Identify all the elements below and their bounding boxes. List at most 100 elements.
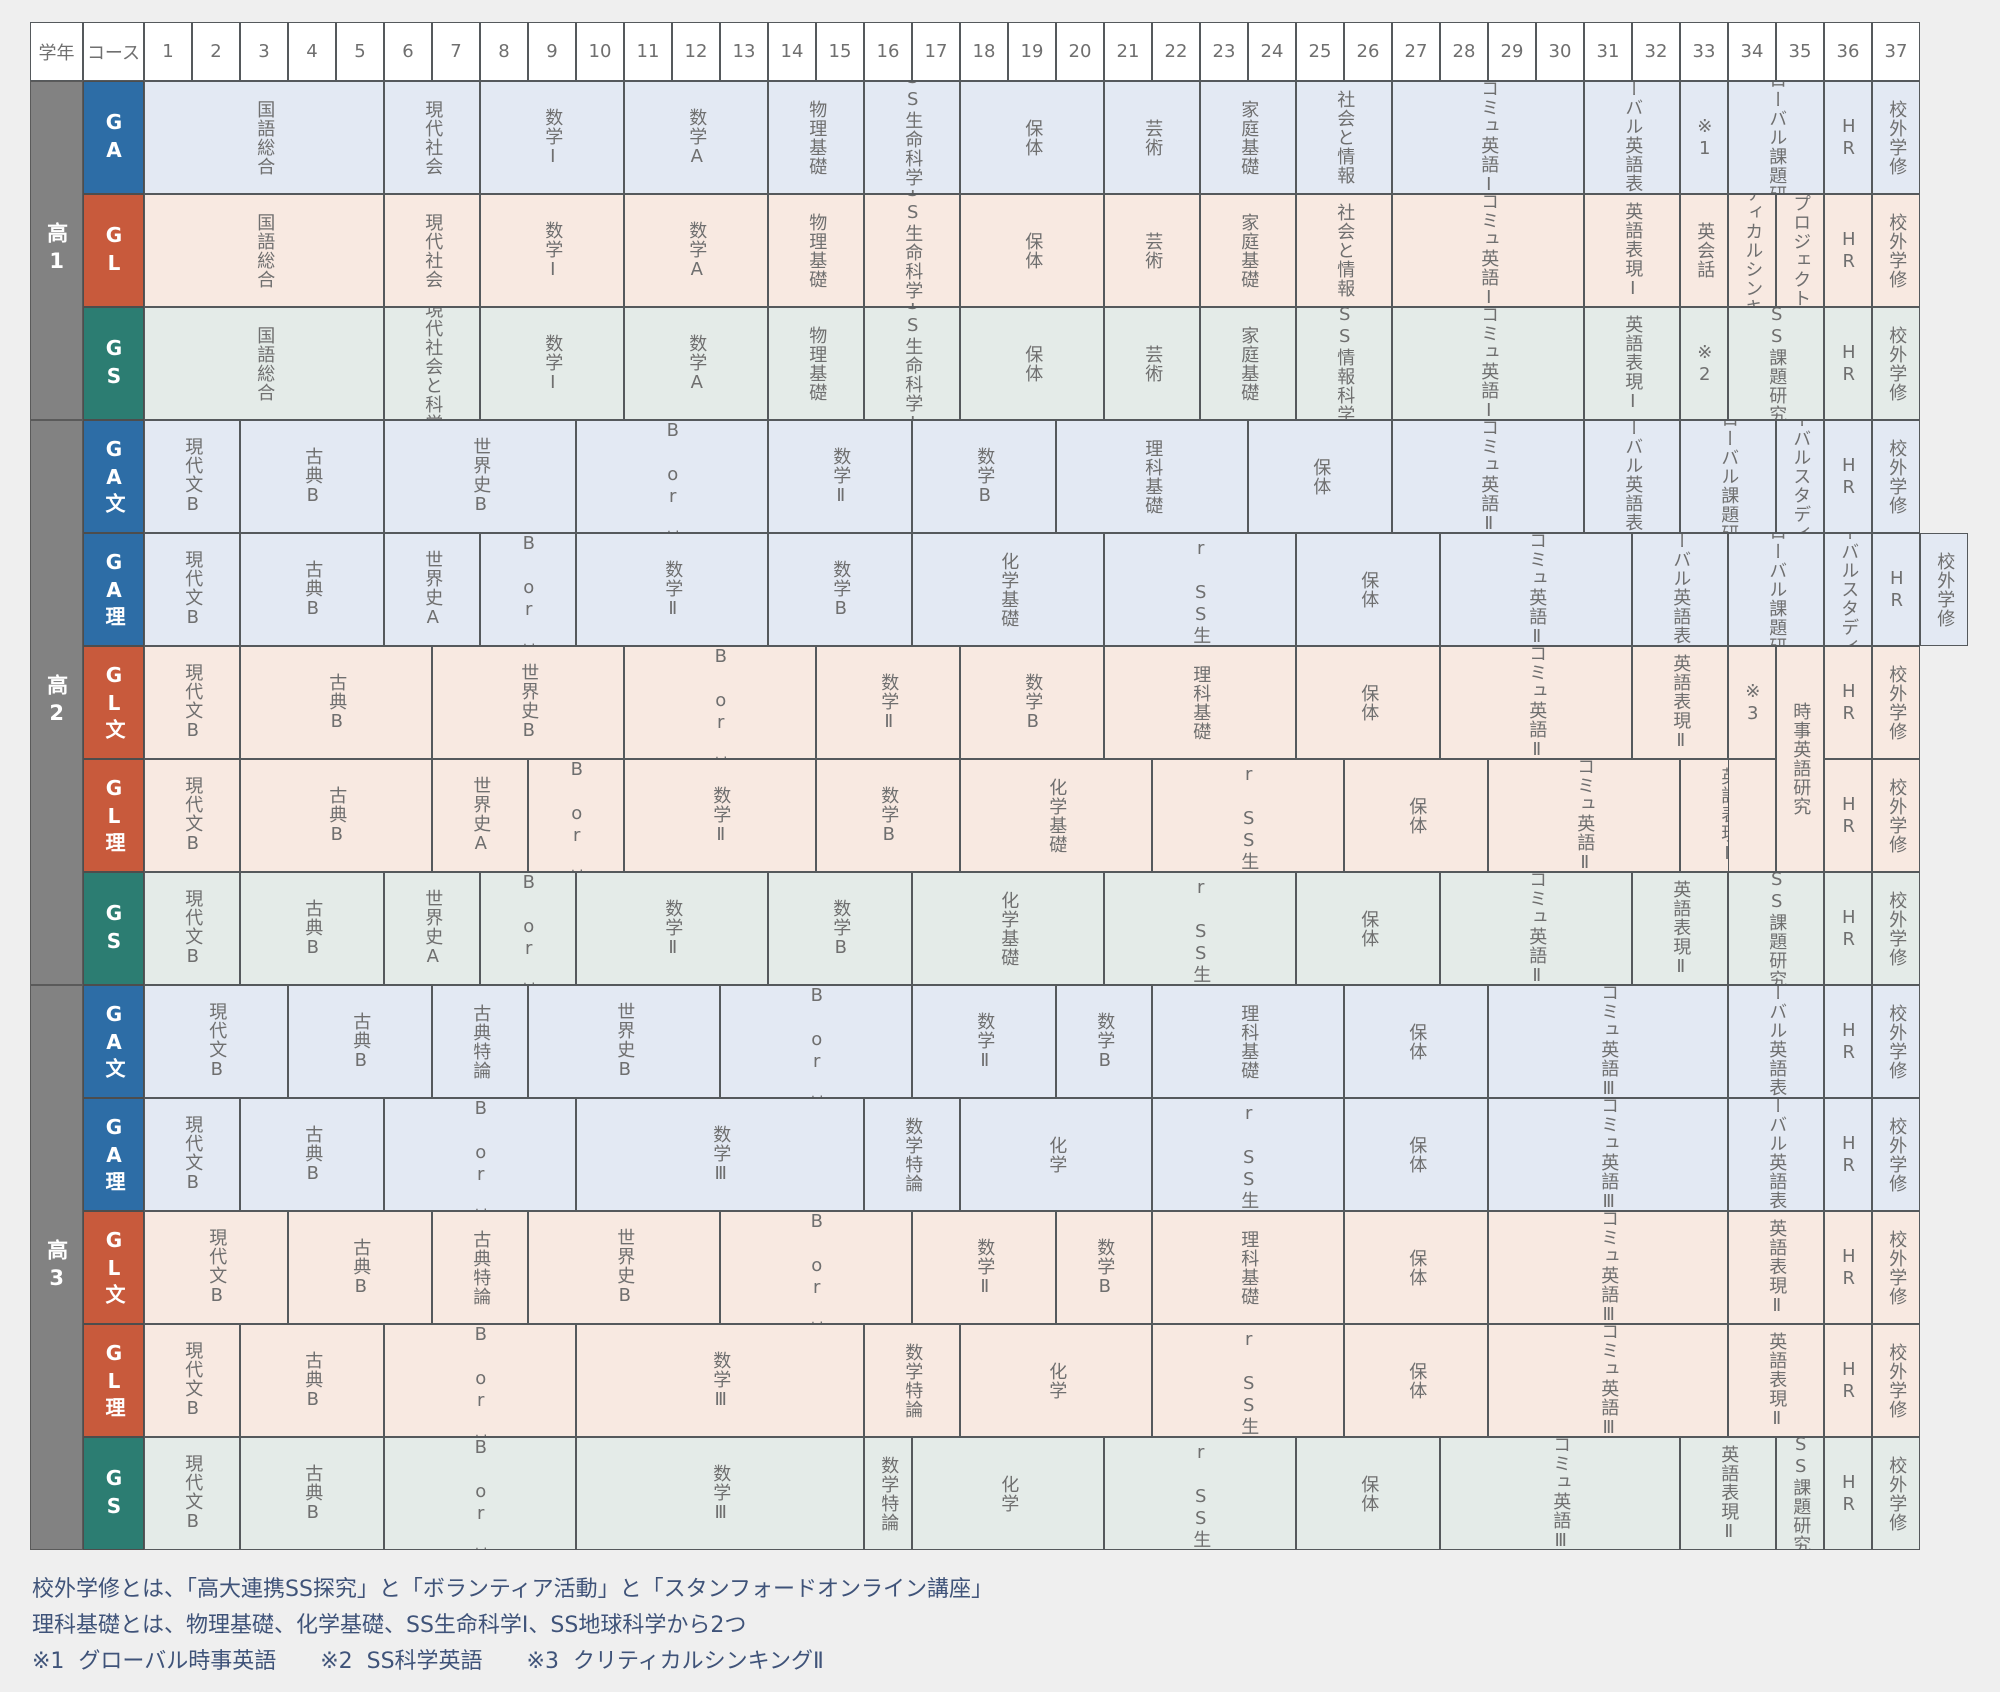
- subject-name: 現代社会: [422, 99, 444, 176]
- subject-name: クリティカルシンキング: [1742, 194, 1764, 307]
- subject-cell: 数学Ⅱ: [768, 420, 912, 533]
- subject-cell: 校外学修: [1872, 307, 1920, 420]
- subject-name: 数学Ⅱ: [974, 1237, 996, 1298]
- subject-name: 現代文B: [182, 550, 204, 629]
- period-number: 15: [828, 41, 852, 62]
- subject-name: 家庭基礎: [1238, 325, 1260, 402]
- period-header-21: 21: [1104, 22, 1152, 81]
- subject-cell: ※1: [1680, 81, 1728, 194]
- subject-cell: 家庭基礎: [1200, 194, 1296, 307]
- period-number: 37: [1884, 41, 1908, 62]
- subject-name: コミュ英語Ⅱ: [1574, 759, 1596, 872]
- course-badge: GL文: [83, 1211, 144, 1324]
- subject-cell: 数学B: [1056, 985, 1152, 1098]
- subject-cell: 数学Ⅱ: [816, 646, 960, 759]
- subject-cell: 理科基礎: [1104, 646, 1296, 759]
- subject-name: 英語表現Ⅱ: [1670, 879, 1692, 978]
- subject-cell: SS課題研究: [1728, 307, 1824, 420]
- period-number: 32: [1644, 41, 1668, 62]
- header-grade-cell: 学年: [30, 22, 83, 81]
- subject-name: ※1: [1694, 115, 1716, 160]
- period-number: 6: [402, 41, 414, 62]
- subject-cell: 校外学修: [1872, 1437, 1920, 1550]
- period-number: 22: [1164, 41, 1188, 62]
- course-label: GL文: [102, 662, 126, 743]
- period-header-7: 7: [432, 22, 480, 81]
- subject-cell: 社会と情報: [1296, 81, 1392, 194]
- subject-name: 保体: [1406, 1361, 1428, 1400]
- subject-name: 校外学修: [1886, 1342, 1908, 1419]
- subject-cell: 数学B: [816, 759, 960, 872]
- subject-name: ※2: [1694, 341, 1716, 386]
- subject-name: 数学Ⅱ: [878, 672, 900, 733]
- grade-label-cell: 高1: [30, 81, 83, 420]
- subject-cell: 現代文B: [144, 646, 240, 759]
- subject-name: コミュ英語Ⅰ: [1478, 307, 1500, 420]
- subject-cell: 数学Ⅱ: [912, 1211, 1056, 1324]
- subject-name: 英語表現Ⅱ: [1766, 1331, 1788, 1430]
- period-number: 28: [1452, 41, 1476, 62]
- course-badge: GA文: [83, 420, 144, 533]
- subject-cell: HR: [1824, 1437, 1872, 1550]
- subject-name: 世界史B: [470, 437, 492, 516]
- period-header-18: 18: [960, 22, 1008, 81]
- period-number: 21: [1116, 41, 1140, 62]
- subject-cell: グローバル課題研究: [1680, 420, 1776, 533]
- subject-cell: 保体: [1344, 1211, 1488, 1324]
- subject-name: 英語表現Ⅰ: [1622, 201, 1644, 300]
- subject-cell: コミュ英語Ⅱ: [1392, 420, 1584, 533]
- subject-cell: グローバル英語表現Ⅰ: [1584, 81, 1680, 194]
- period-header-24: 24: [1248, 22, 1296, 81]
- subject-cell: 数学B: [960, 646, 1104, 759]
- subject-name: 世界史B: [614, 1002, 636, 1081]
- subject-cell: 世界史A: [384, 872, 480, 985]
- subject-name: HR: [1838, 1245, 1860, 1290]
- subject-cell: HR: [1824, 646, 1872, 759]
- period-header-12: 12: [672, 22, 720, 81]
- subject-cell: 保体: [1296, 533, 1440, 646]
- subject-cell: 英語表現Ⅱ: [1632, 872, 1728, 985]
- period-header-1: 1: [144, 22, 192, 81]
- subject-name: 古典B: [326, 672, 348, 733]
- header-course-label: コース: [86, 42, 141, 64]
- subject-cell: 保体: [1296, 646, 1440, 759]
- subject-name: 数学B: [1094, 1011, 1116, 1072]
- subject-cell: 保体: [1344, 1324, 1488, 1437]
- subject-cell: 保体: [1344, 1098, 1488, 1211]
- subject-name: コミュ英語Ⅲ: [1598, 1098, 1620, 1211]
- course-badge: GL理: [83, 1324, 144, 1437]
- course-badge: GA: [83, 81, 144, 194]
- subject-name: 保体: [1022, 231, 1044, 270]
- subject-cell: SS情報科学: [1296, 307, 1392, 420]
- subject-cell: 校外学修: [1872, 420, 1920, 533]
- subject-name: SS課題研究: [1790, 1437, 1812, 1550]
- subject-cell: 日本史B or 地理B: [384, 1324, 576, 1437]
- period-number: 9: [546, 41, 558, 62]
- subject-name: グローバル英語表現Ⅱ: [1670, 533, 1692, 646]
- subject-cell: 現代文B: [144, 985, 288, 1098]
- grade-label-cell: 高3: [30, 985, 83, 1550]
- subject-name: 保体: [1358, 570, 1380, 609]
- subject-cell: HR: [1824, 420, 1872, 533]
- subject-cell: 日本史B or 地理B: [624, 646, 816, 759]
- subject-cell: HR: [1824, 1211, 1872, 1324]
- subject-cell: 数学特論: [864, 1098, 960, 1211]
- subject-name: 古典B: [350, 1237, 372, 1298]
- period-number: 31: [1596, 41, 1620, 62]
- course-label: GL文: [102, 1227, 126, 1308]
- subject-name: 現代文B: [182, 776, 204, 855]
- subject-name: 理科基礎: [1238, 1003, 1260, 1080]
- subject-name: 校外学修: [1934, 551, 1956, 628]
- subject-name: 校外学修: [1886, 890, 1908, 967]
- subject-cell: 現代文B: [144, 872, 240, 985]
- subject-cell: 現代社会: [384, 194, 480, 307]
- subject-name: 日本史B or 地理B: [805, 986, 827, 1097]
- subject-cell: 日本史B or 地理B: [528, 759, 624, 872]
- subject-name: 英語表現Ⅰ: [1622, 314, 1644, 413]
- period-header-37: 37: [1872, 22, 1920, 81]
- course-badge: GS: [83, 307, 144, 420]
- subject-cell: 校外学修: [1872, 81, 1920, 194]
- subject-cell: 世界史B: [432, 646, 624, 759]
- period-number: 20: [1068, 41, 1092, 62]
- subject-cell: 理科基礎: [1152, 985, 1344, 1098]
